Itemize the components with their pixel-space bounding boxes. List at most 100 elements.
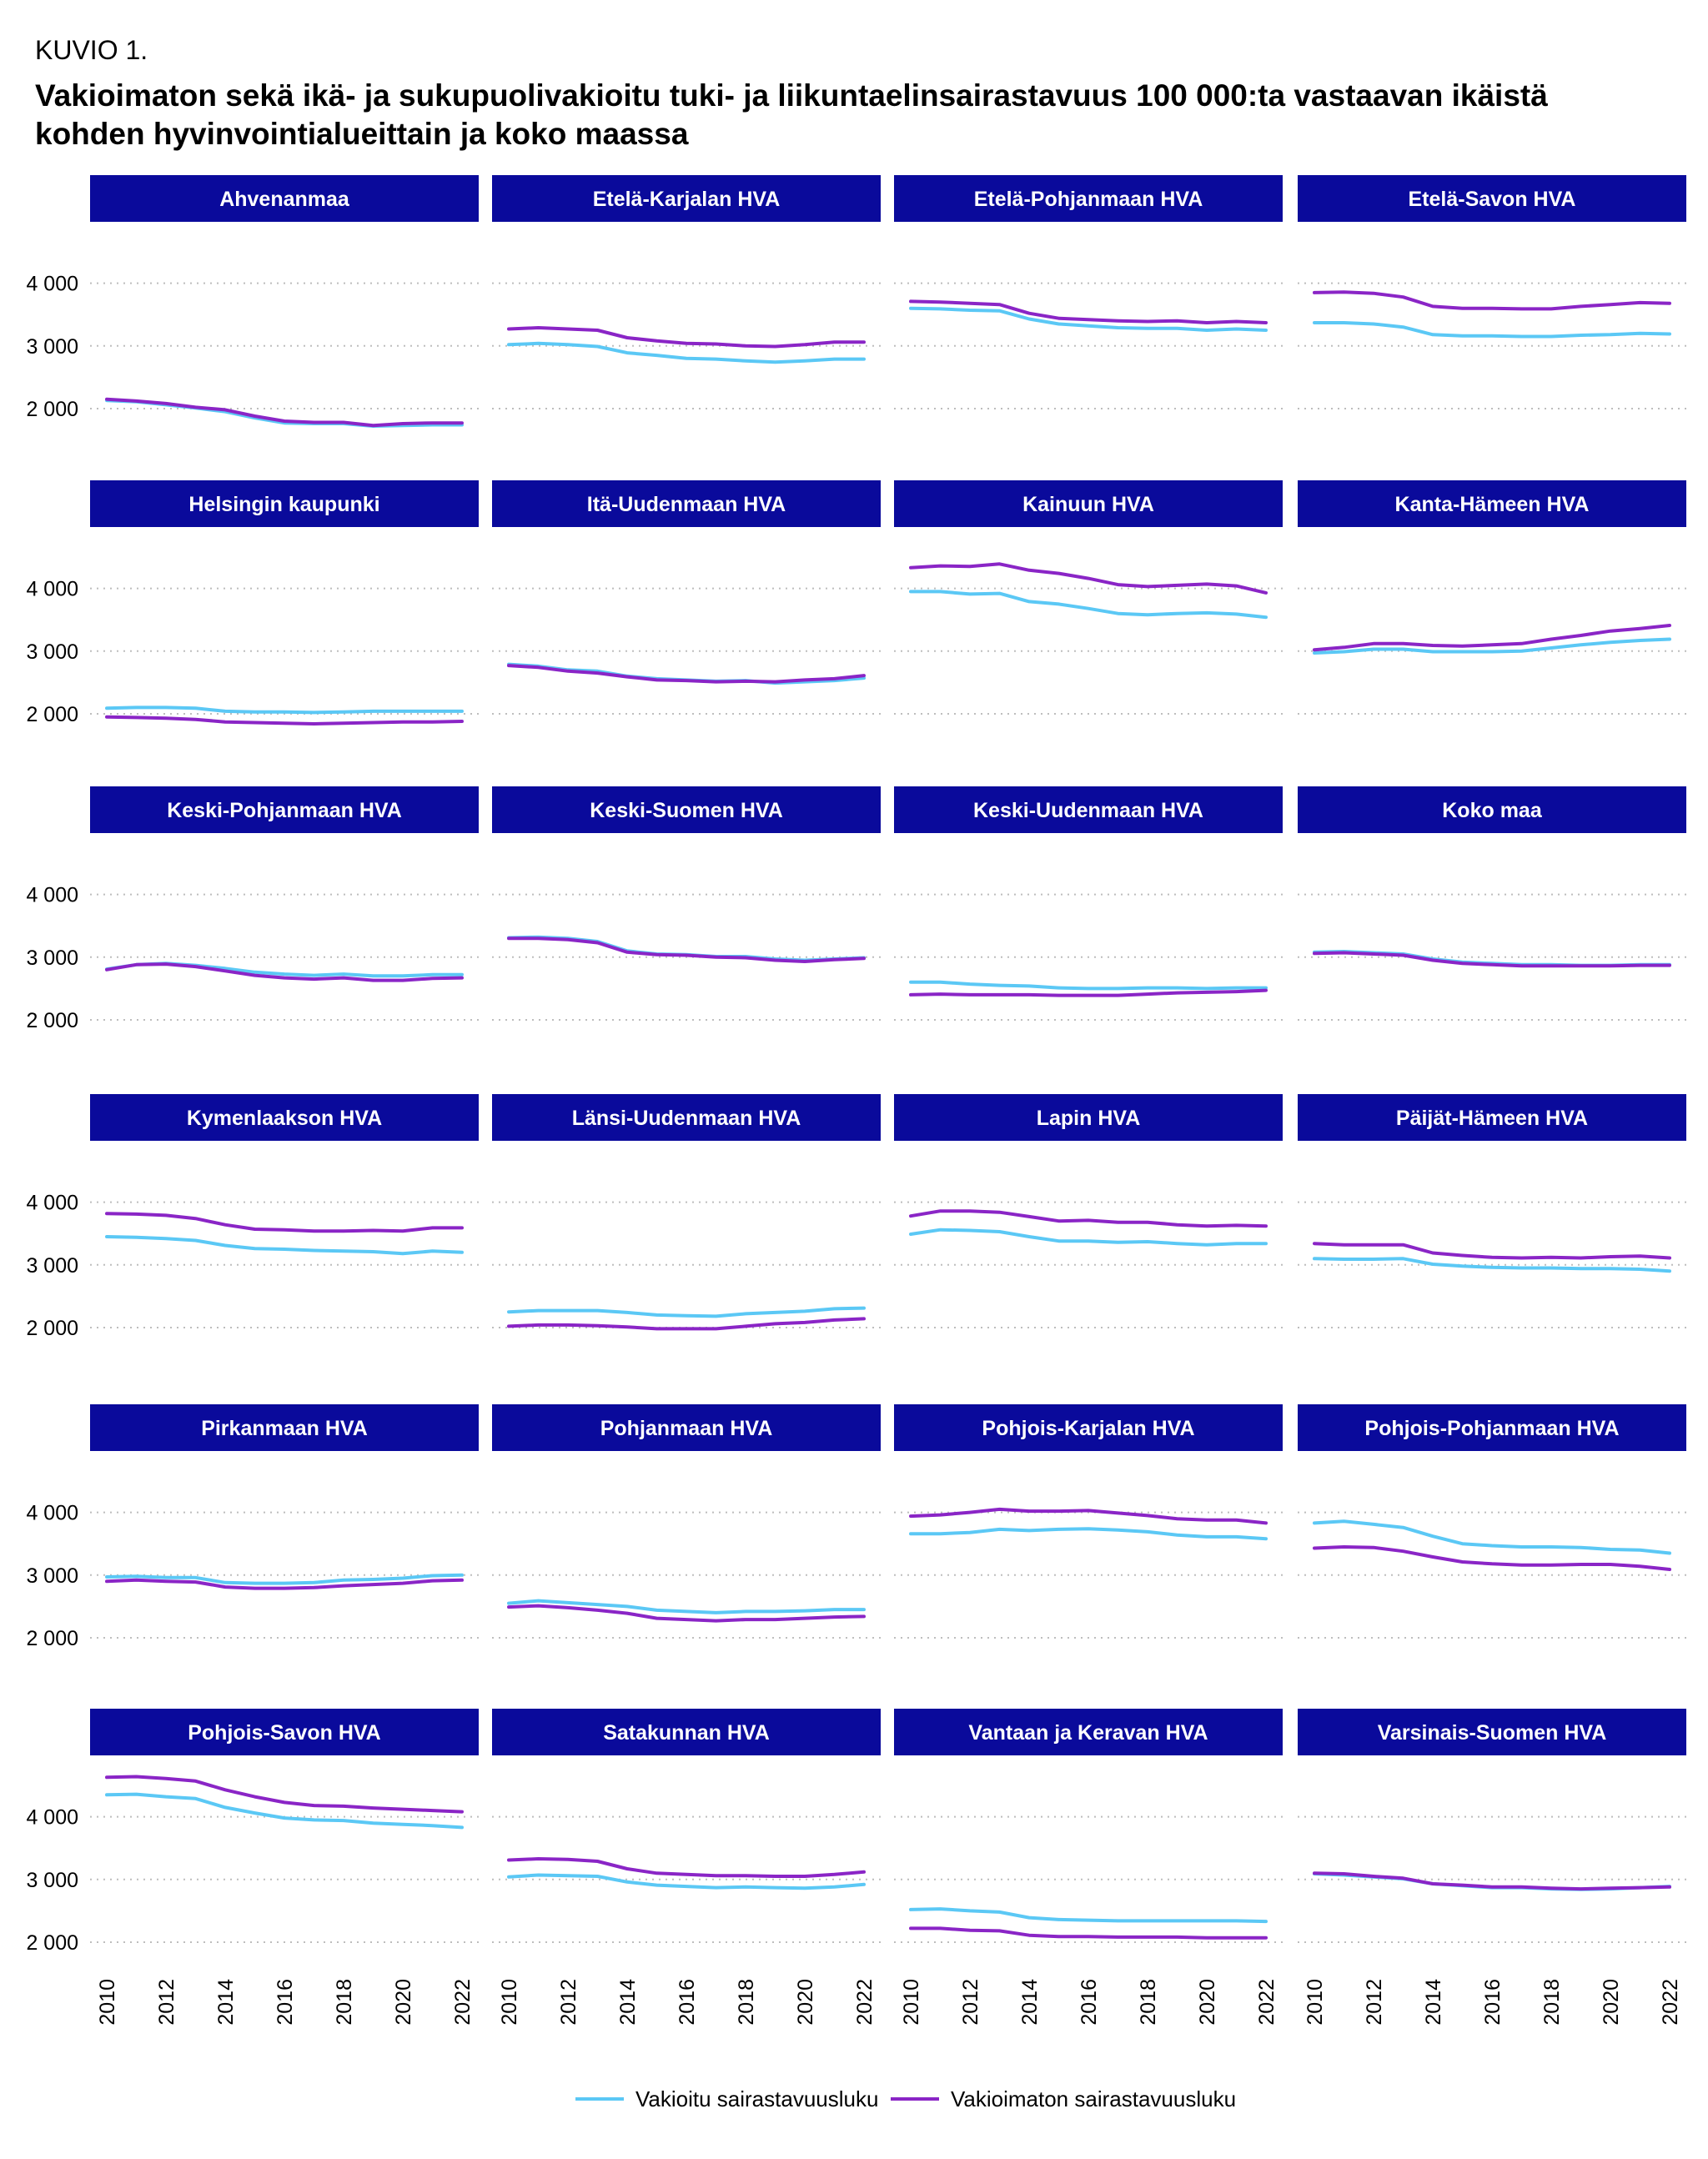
series-line-standardized [909, 306, 1268, 332]
panel-title: Päijät-Hämeen HVA [1396, 1107, 1588, 1130]
x-tick-label: 2016 [274, 1979, 297, 2026]
panel-lansi-uudenmaan-hva: Länsi-Uudenmaan HVA [492, 1094, 881, 1331]
y-tick-label: 2 000 [26, 1009, 78, 1032]
panel-title: Helsingin kaupunki [188, 493, 379, 516]
y-tick-label: 3 000 [26, 1564, 78, 1588]
chart-title: Vakioimaton sekä ikä- ja sukupuolivakioi… [35, 78, 1548, 151]
legend-swatch-unstandardized [891, 2097, 939, 2101]
panel-strip [90, 480, 479, 527]
series-line-unstandardized [909, 1209, 1268, 1228]
x-tick-label: 2018 [333, 1979, 356, 2026]
panel-title: Pohjois-Savon HVA [188, 1721, 381, 1745]
panel-title: Etelä-Karjalan HVA [593, 188, 781, 211]
panel-title: Kainuun HVA [1022, 493, 1154, 516]
series-line-unstandardized [1313, 1545, 1671, 1571]
x-tick-label: 2010 [498, 1979, 521, 2026]
panel-strip [492, 786, 881, 833]
legend: Vakioitu sairastavuusluku Vakioimaton sa… [0, 2081, 1708, 2117]
x-tick-label: 2014 [1422, 1979, 1445, 2026]
panel-strip [492, 1709, 881, 1755]
series-line-standardized [507, 1599, 866, 1614]
panel-strip [1298, 1404, 1686, 1451]
panel-title: Kymenlaakson HVA [187, 1107, 382, 1130]
panel-strip [1298, 1094, 1686, 1141]
y-tick-label: 2 000 [26, 1931, 78, 1955]
x-tick-label: 2012 [959, 1979, 982, 2026]
series-line-unstandardized [1313, 624, 1671, 652]
series-line-unstandardized [507, 664, 866, 684]
panel-strip [492, 1404, 881, 1451]
panel-title: Pirkanmaan HVA [201, 1417, 368, 1440]
figure-number: KUVIO 1. [35, 35, 148, 65]
panel-lapin-hva: Lapin HVA [894, 1094, 1283, 1328]
x-tick-label: 2014 [616, 1979, 640, 2026]
panel-strip [1298, 175, 1686, 222]
series-line-unstandardized [105, 715, 464, 726]
panel-strip [894, 175, 1283, 222]
panel-etela-savon-hva: Etelä-Savon HVA [1298, 175, 1686, 409]
panel-strip [894, 1404, 1283, 1451]
series-line-standardized [507, 1873, 866, 1890]
series-line-standardized [909, 980, 1268, 991]
series-line-standardized [507, 341, 866, 364]
x-tick-label: 2016 [1078, 1979, 1101, 2026]
panel-strip [90, 1094, 479, 1141]
series-line-standardized [1313, 321, 1671, 339]
series-line-unstandardized [507, 326, 866, 349]
panel-title: Keski-Suomen HVA [590, 799, 783, 822]
panel-title: Varsinais-Suomen HVA [1378, 1721, 1607, 1745]
panel-pohjois-karjalan-hva: Pohjois-Karjalan HVA [894, 1404, 1283, 1639]
legend-swatch-standardized [575, 2097, 624, 2101]
series-line-unstandardized [105, 1212, 464, 1233]
panel-title: Etelä-Savon HVA [1409, 188, 1576, 211]
x-tick-label: 2012 [155, 1979, 178, 2026]
panel-helsingin-kaupunki: Helsingin kaupunki 2 000 3 000 4 000 [26, 480, 479, 726]
panel-keski-uudenmaan-hva: Keski-Uudenmaan HVA [894, 786, 1283, 1021]
series-line-unstandardized [507, 1604, 866, 1623]
x-tick-label: 2014 [214, 1979, 238, 2026]
panel-title: Pohjanmaan HVA [600, 1417, 773, 1440]
series-line-standardized [105, 705, 464, 715]
panel-pohjois-pohjanmaan-hva: Pohjois-Pohjanmaan HVA [1298, 1404, 1686, 1639]
x-tick-label: 2020 [794, 1979, 817, 2026]
panel-etela-pohjanmaan-hva: Etelä-Pohjanmaan HVA [894, 175, 1283, 409]
panel-strip [1298, 786, 1686, 833]
series-line-standardized [507, 1306, 866, 1318]
x-tick-label: 2020 [1196, 1979, 1219, 2026]
series-line-unstandardized [909, 299, 1268, 324]
panel-strip [1298, 480, 1686, 527]
series-line-unstandardized [909, 988, 1268, 997]
panel-vantaan-ja-keravan-hva: Vantaan ja Keravan HVA 2010 2012 2014 2016 20… [894, 1709, 1283, 2026]
series-line-standardized [909, 1527, 1268, 1541]
panel-paijat-hameen-hva: Päijät-Hämeen HVA [1298, 1094, 1686, 1328]
x-tick-label: 2022 [451, 1979, 475, 2026]
panel-pirkanmaan-hva: Pirkanmaan HVA 2 000 3 000 4 000 [26, 1404, 479, 1650]
x-tick-label: 2020 [392, 1979, 415, 2026]
y-tick-label: 4 000 [26, 884, 78, 907]
panel-strip [90, 1404, 479, 1451]
y-tick-label: 2 000 [26, 1627, 78, 1650]
series-line-standardized [1313, 637, 1671, 655]
x-tick-label: 2014 [1018, 1979, 1042, 2026]
y-tick-label: 4 000 [26, 1502, 78, 1525]
panel-strip [492, 175, 881, 222]
panel-title: Vantaan ja Keravan HVA [968, 1721, 1208, 1745]
panel-title: Koko maa [1442, 799, 1543, 822]
panel-title: Itä-Uudenmaan HVA [587, 493, 786, 516]
x-tick-label: 2016 [676, 1979, 699, 2026]
panel-keski-suomen-hva: Keski-Suomen HVA [492, 786, 881, 1021]
y-tick-label: 4 000 [26, 273, 78, 296]
series-line-unstandardized [1313, 290, 1671, 311]
panel-kymenlaakson-hva: Kymenlaakson HVA 2 000 3 000 4 000 [26, 1094, 479, 1340]
series-line-unstandardized [507, 1317, 866, 1331]
y-tick-label: 2 000 [26, 703, 78, 726]
x-tick-label: 2010 [96, 1979, 119, 2026]
series-line-unstandardized [909, 1926, 1268, 1940]
panel-title: Lapin HVA [1037, 1107, 1141, 1130]
series-line-standardized [105, 1792, 464, 1830]
panel-title: Länsi-Uudenmaan HVA [572, 1107, 801, 1130]
series-line-unstandardized [507, 1857, 866, 1878]
legend-item-standardized: Vakioitu sairastavuusluku [575, 2081, 878, 2117]
y-tick-label: 4 000 [26, 1192, 78, 1215]
panel-title: Ahvenanmaa [219, 188, 350, 211]
